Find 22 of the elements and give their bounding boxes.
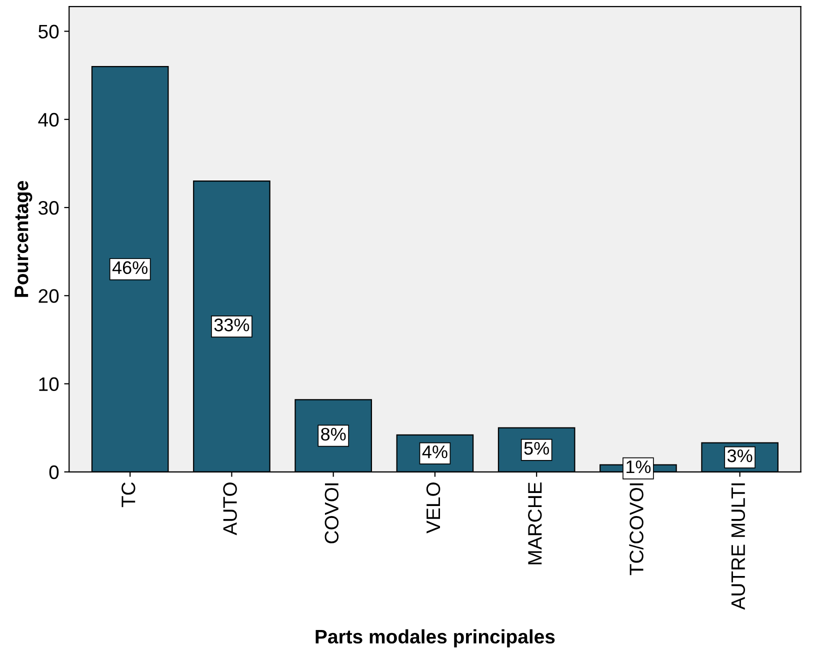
data-label: 4% <box>422 446 448 458</box>
x-tick-label: MARCHE <box>528 482 542 564</box>
y-tick-label: 10 <box>39 377 59 392</box>
y-tick-label: 0 <box>49 465 59 480</box>
x-tick-label: AUTO <box>223 482 237 536</box>
y-tick-label: 40 <box>38 112 59 127</box>
data-label: 5% <box>524 442 549 455</box>
x-tick-label: VELO <box>426 482 440 534</box>
y-tick-label: 30 <box>38 200 59 215</box>
x-tick-label: AUTRE MULTI <box>731 483 746 610</box>
x-tick-label: TC/COVOI <box>629 483 644 576</box>
data-label: 33% <box>214 318 250 332</box>
data-label: 3% <box>727 449 752 462</box>
y-tick-label: 50 <box>38 24 59 39</box>
y-axis-title: Pourcentage <box>14 181 32 297</box>
x-tick-label: TC <box>122 482 136 508</box>
x-axis-title: Parts modales principales <box>316 629 555 648</box>
data-label: 1% <box>626 460 651 474</box>
y-tick-label: 20 <box>38 289 59 303</box>
data-label: 8% <box>321 428 346 441</box>
x-tick-label: COVOI <box>324 483 339 544</box>
data-label: 46% <box>112 261 148 274</box>
